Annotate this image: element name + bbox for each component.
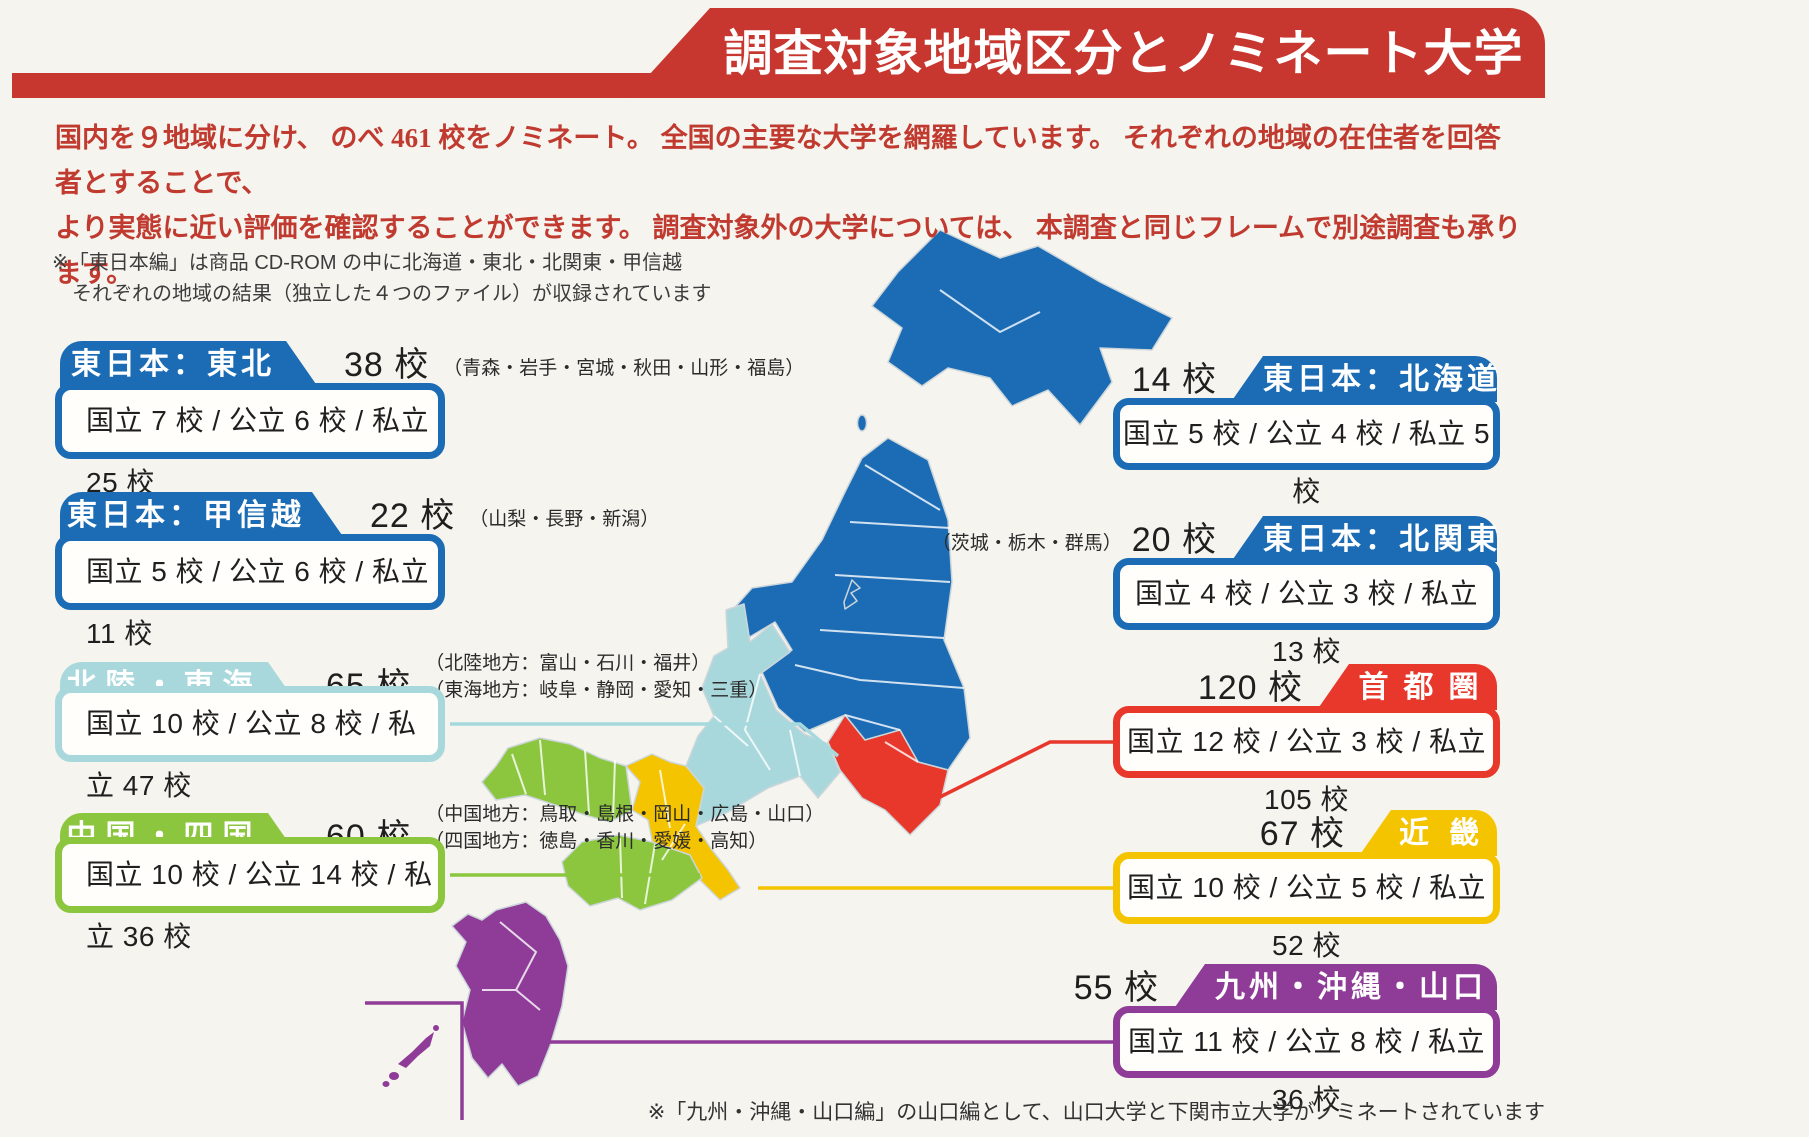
callout-header-row: （茨城・栃木・群馬） 20 校 東日本：北関東 bbox=[932, 512, 1497, 562]
region-detail-box: 国立 10 校 / 公立 5 校 / 私立 52 校 bbox=[1113, 852, 1500, 961]
map-region-kyushu bbox=[451, 901, 569, 1087]
title-banner: 調査対象地域区分とノミネート大学数 bbox=[628, 8, 1545, 98]
region-count: 38 校 bbox=[344, 346, 430, 384]
region-count: 120 校 bbox=[1197, 669, 1303, 707]
tab-slant-shape bbox=[1317, 664, 1349, 710]
callout-header-row: 東日本：東北 38 校 （青森・岩手・宮城・秋田・山形・福島） bbox=[60, 337, 804, 387]
region-count: 55 校 bbox=[1073, 969, 1159, 1007]
region-detail-box: 国立 7 校 / 公立 6 校 / 私立 25 校 bbox=[55, 383, 445, 498]
region-detail-box: 国立 12 校 / 公立 3 校 / 私立 105 校 bbox=[1113, 706, 1500, 815]
region-tab: 首都圏 bbox=[1349, 664, 1497, 710]
east-japan-note-line-1: ※「東日本編」は商品 CD-ROM の中に北海道・東北・北関東・甲信越 bbox=[52, 252, 683, 274]
tab-slant-shape bbox=[1231, 516, 1263, 562]
callout-header-row: 120 校 首都圏 bbox=[1188, 660, 1497, 710]
map-region-shutoken bbox=[827, 714, 949, 836]
region-detail-box: 国立 5 校 / 公立 6 校 / 私立 11 校 bbox=[55, 534, 445, 649]
tab-slant-shape bbox=[1231, 356, 1263, 402]
region-detail-box: 国立 4 校 / 公立 3 校 / 私立 13 校 bbox=[1113, 558, 1500, 667]
region-count: 22 校 bbox=[370, 497, 456, 535]
region-detail-box: 国立 5 校 / 公立 4 校 / 私立 5 校 bbox=[1113, 398, 1500, 507]
kyushu-yamaguchi-footnote: ※「九州・沖縄・山口編」の山口編として、山口大学と下関市立大学がノミネートされて… bbox=[647, 1101, 1545, 1124]
region-prefectures: （北陸地方：富山・石川・福井） （東海地方：岐阜・静岡・愛知・三重） bbox=[425, 650, 767, 704]
region-tab: 東日本：北海道 bbox=[1263, 356, 1497, 402]
page-title: 調査対象地域区分とノミネート大学数 bbox=[723, 26, 1524, 173]
intro-line-1: 国内を９地域に分け、 のべ 461 校をノミネート。 全国の主要な大学を網羅して… bbox=[55, 123, 1501, 198]
intro-line-2: より実態に近い評価を確認することができます。 調査対象外の大学については、 本調… bbox=[55, 213, 1522, 288]
okinawa-inset-frame bbox=[365, 1001, 464, 1120]
east-japan-note: ※「東日本編」は商品 CD-ROM の中に北海道・東北・北関東・甲信越 それぞれ… bbox=[52, 248, 711, 310]
intro-paragraph: 国内を９地域に分け、 のべ 461 校をノミネート。 全国の主要な大学を網羅して… bbox=[55, 116, 1525, 296]
region-tab: 近畿 bbox=[1391, 810, 1497, 856]
region-detail-box: 国立 11 校 / 公立 8 校 / 私立 36 校 bbox=[1113, 1006, 1500, 1115]
region-detail-box: 国立 10 校 / 公立 14 校 / 私立 36 校 bbox=[55, 837, 445, 952]
region-tab: 東日本：甲信越 bbox=[60, 492, 312, 538]
tab-slant-shape bbox=[312, 492, 344, 538]
map-region-east-japan bbox=[727, 437, 971, 771]
region-tab: 東日本：東北 bbox=[60, 341, 286, 387]
region-count: 20 校 bbox=[1131, 521, 1217, 559]
region-tab: 九州・沖縄・山口 bbox=[1205, 964, 1497, 1010]
region-prefectures-line-2: （東海地方：岐阜・静岡・愛知・三重） bbox=[425, 680, 768, 701]
region-prefectures-line-2: （四国地方：徳島・香川・愛媛・高知） bbox=[425, 831, 768, 852]
tab-slant-shape bbox=[1359, 810, 1391, 856]
region-count: 14 校 bbox=[1131, 361, 1217, 399]
east-japan-note-line-2: それぞれの地域の結果（独立した４つのファイル）が収録されています bbox=[52, 283, 712, 305]
tab-slant-shape bbox=[1173, 964, 1205, 1010]
region-prefectures: （青森・岩手・宮城・秋田・山形・福島） bbox=[443, 358, 805, 379]
region-detail-box: 国立 10 校 / 公立 8 校 / 私立 47 校 bbox=[55, 686, 445, 801]
region-prefectures-line-1: （北陸地方：富山・石川・福井） bbox=[425, 653, 711, 674]
callout-header-row: 67 校 近畿 bbox=[1250, 806, 1497, 856]
callout-header-row: 55 校 九州・沖縄・山口 bbox=[1064, 960, 1497, 1010]
region-prefectures: （茨城・栃木・群馬） bbox=[931, 533, 1122, 554]
region-tab: 東日本：北関東 bbox=[1263, 516, 1497, 562]
region-prefectures-line-1: （中国地方：鳥取・島根・岡山・広島・山口） bbox=[425, 804, 825, 825]
connector-hokuriku-tokai bbox=[450, 722, 840, 758]
region-prefectures: （中国地方：鳥取・島根・岡山・広島・山口） （四国地方：徳島・香川・愛媛・高知） bbox=[425, 801, 824, 855]
region-count: 67 校 bbox=[1259, 815, 1345, 853]
tab-slant-shape bbox=[286, 341, 318, 387]
callout-header-row: 東日本：甲信越 22 校 （山梨・長野・新潟） bbox=[60, 488, 659, 538]
callout-header-row: 14 校 東日本：北海道 bbox=[1122, 352, 1497, 402]
map-region-okinawa bbox=[398, 1032, 434, 1068]
region-prefectures: （山梨・長野・新潟） bbox=[469, 509, 660, 530]
connector-shutoken bbox=[937, 740, 1113, 800]
